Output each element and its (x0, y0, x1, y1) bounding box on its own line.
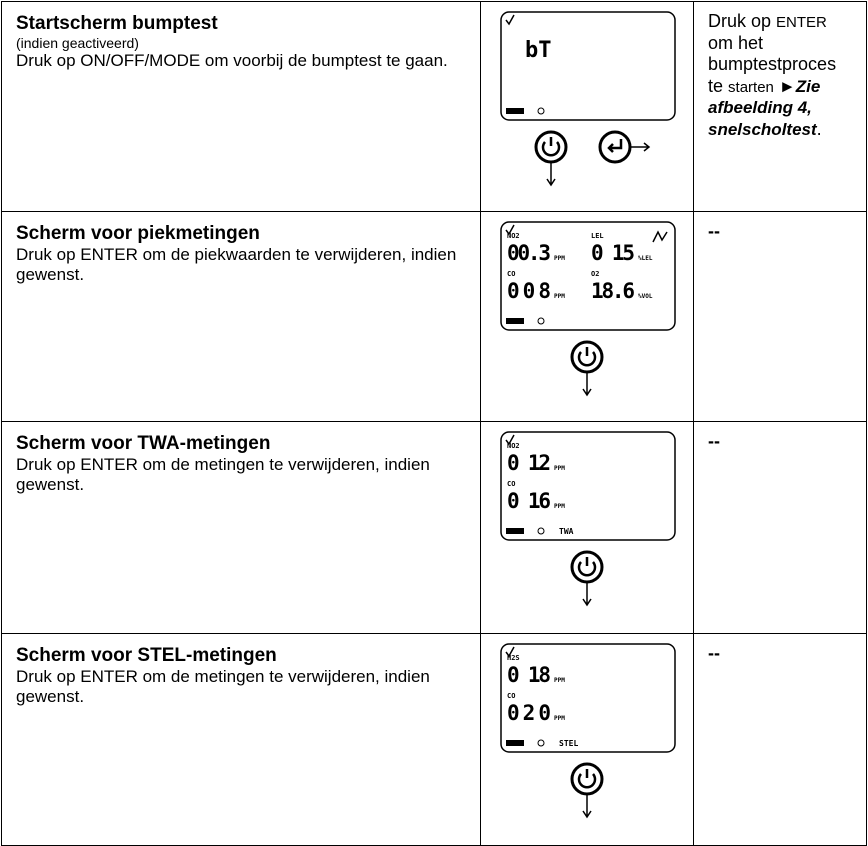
arrow-down (582, 373, 592, 397)
action-text: ENTER (776, 14, 827, 31)
lcd-unit: PPM (554, 465, 565, 472)
device-display: bT (500, 11, 676, 187)
power-button (570, 762, 604, 796)
lcd-unit: PPM (554, 715, 565, 722)
lcd-frame (500, 11, 676, 121)
row-text: Druk op ENTER om de piekwaarden te verwi… (16, 245, 457, 285)
battery-icon (506, 740, 524, 746)
lcd-mode: STEL (559, 739, 578, 748)
lcd-value: 008 (507, 279, 551, 303)
table-row: Startscherm bumptest (indien geactiveerd)… (1, 1, 867, 212)
power-symbol (577, 557, 597, 577)
fan-icon (537, 739, 545, 747)
row-title: Scherm voor piekmetingen (16, 223, 260, 244)
lcd-value: 0 16 (507, 489, 551, 513)
check-icon (505, 434, 515, 446)
action-cell: Druk op ENTER om het bumptestproces te s… (693, 1, 867, 212)
power-button (570, 340, 604, 374)
lcd-label: O2 (591, 270, 599, 278)
lcd-label: H2S (507, 654, 520, 662)
fan-icon (537, 317, 545, 325)
lcd-mode: TWA (559, 527, 574, 536)
lcd-frame (500, 431, 676, 541)
power-button (534, 130, 568, 164)
lcd-value: 00.3 (507, 241, 551, 265)
arrow-down (582, 795, 592, 819)
action-text: -- (708, 643, 720, 663)
enter-symbol (607, 139, 623, 153)
lcd-value: 0 12 (507, 451, 551, 475)
row-text: Druk op ON/OFF/MODE om voorbij de bumpte… (16, 51, 448, 70)
power-symbol (541, 137, 561, 157)
lcd-unit: PPM (554, 677, 565, 684)
lcd-value: 0 15 (591, 241, 635, 265)
battery-icon (506, 528, 524, 534)
check-icon (505, 14, 515, 26)
fan-icon (537, 527, 545, 535)
row-title: Scherm voor TWA-metingen (16, 433, 271, 454)
lcd-value: 020 (507, 701, 551, 725)
action-text: starten (728, 78, 774, 96)
row-text: Druk op ENTER om de metingen te verwijde… (16, 455, 430, 495)
description-cell: Scherm voor TWA-metingen Druk op ENTER om… (1, 421, 481, 634)
power-button (570, 550, 604, 584)
action-cell: -- (693, 633, 867, 846)
action-text: . (816, 118, 822, 139)
lcd-unit: PPM (554, 255, 565, 262)
action-text: -- (708, 431, 720, 451)
display-cell: H2S 0 18 PPM CO 020 PPM STEL (480, 633, 694, 846)
lcd-text: bT (525, 38, 552, 63)
description-cell: Scherm voor STEL-metingen Druk op ENTER o… (1, 633, 481, 846)
table-row: Scherm voor STEL-metingen Druk op ENTER o… (1, 633, 867, 846)
lcd-label: CO (507, 480, 515, 488)
action-text: -- (708, 221, 720, 241)
action-cell: -- (693, 421, 867, 634)
row-note: (indien geactiveerd) (16, 35, 139, 51)
table-row: Scherm voor piekmetingen Druk op ENTER om… (1, 211, 867, 422)
lcd-label: CO (507, 692, 515, 700)
lcd-label: LEL (591, 232, 604, 240)
action-cell: -- (693, 211, 867, 422)
action-text: Druk op (708, 11, 772, 31)
battery-icon (506, 318, 524, 324)
display-cell: bT (480, 1, 694, 212)
row-text: Druk op ENTER om de metingen te verwijde… (16, 667, 430, 707)
arrow-right (631, 142, 651, 152)
battery-icon (506, 108, 524, 114)
lcd-label: NO2 (507, 442, 520, 450)
peak-icon (652, 230, 668, 243)
display-cell: NO2 00.3 PPM LEL 0 15 %LEL CO 008 PPM O2 18.6 %VOL (480, 211, 694, 422)
arrow-down (582, 583, 592, 607)
lcd-label: CO (507, 270, 515, 278)
lcd-frame (500, 221, 676, 331)
check-icon (505, 224, 515, 236)
description-cell: Scherm voor piekmetingen Druk op ENTER om… (1, 211, 481, 422)
lcd-unit: PPM (554, 503, 565, 510)
lcd-unit: PPM (554, 293, 565, 300)
description-cell: Startscherm bumptest (indien geactiveerd)… (1, 1, 481, 212)
action-text: om het bumptestproces te (708, 32, 837, 96)
lcd-label: NO2 (507, 232, 520, 240)
lcd-unit: %LEL (638, 255, 653, 262)
enter-button (598, 130, 632, 164)
arrow-down (546, 163, 556, 187)
table-row: Scherm voor TWA-metingen Druk op ENTER om… (1, 421, 867, 634)
row-title: Startscherm bumptest (16, 13, 218, 34)
fan-icon (537, 107, 545, 115)
check-icon (505, 646, 515, 658)
power-symbol (577, 347, 597, 367)
power-symbol (577, 769, 597, 789)
lcd-unit: %VOL (638, 293, 653, 300)
lcd-value: 18.6 (591, 279, 635, 303)
lcd-value: 0 18 (507, 663, 551, 687)
row-title: Scherm voor STEL-metingen (16, 645, 277, 666)
display-cell: NO2 0 12 PPM CO 0 16 PPM TWA (480, 421, 694, 634)
lcd-frame (500, 643, 676, 753)
action-text: ►Zie afbeelding 4, snelscholtest (708, 76, 821, 139)
